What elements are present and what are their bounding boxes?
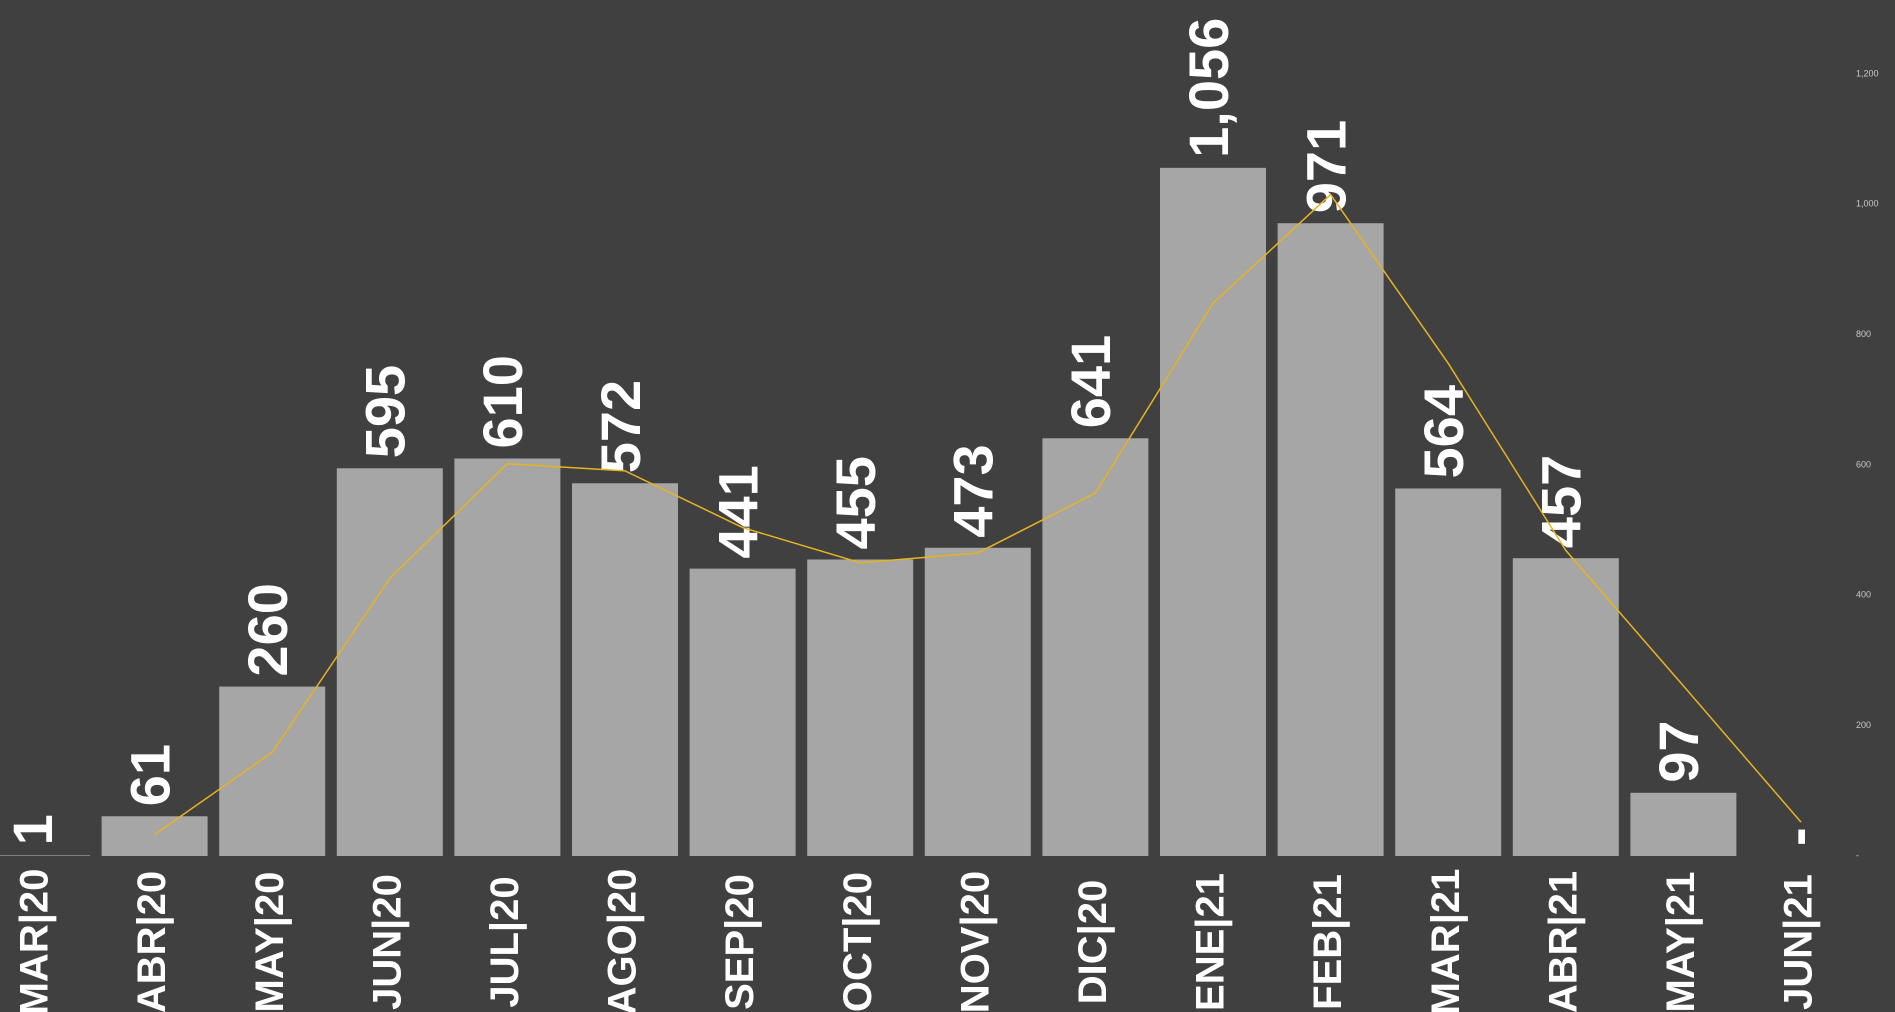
y-tick-label: 600 (1856, 459, 1871, 469)
bar (689, 568, 796, 856)
x-tick-label: JUL|20 (483, 876, 527, 1007)
x-tick-label: FEB|21 (1306, 874, 1350, 1010)
bar (219, 686, 326, 856)
x-tick-label: MAR|21 (1424, 869, 1468, 1012)
value-label: 97 (1647, 720, 1710, 782)
x-tick-label: ENE|21 (1189, 873, 1233, 1011)
bar (1160, 167, 1266, 857)
bar (1630, 792, 1737, 856)
y-tick-label: - (1856, 850, 1859, 860)
value-label: 641 (1059, 335, 1122, 428)
value-label: 610 (471, 355, 534, 448)
value-label: 61 (118, 744, 181, 806)
y-tick-label: 800 (1856, 329, 1871, 339)
value-label: 595 (354, 365, 417, 458)
x-tick-label: MAR|20 (13, 869, 57, 1012)
line (154, 193, 1802, 836)
value-label: - (1765, 827, 1828, 846)
bar (1277, 223, 1384, 856)
y-tick-label: 1,200 (1856, 68, 1879, 78)
x-tick-label: DIC|20 (1071, 880, 1115, 1005)
bar (924, 547, 1031, 856)
bar (336, 468, 443, 856)
y-tick-label: 400 (1856, 590, 1871, 600)
value-label: 572 (589, 380, 652, 473)
x-tick-label: JUN|21 (1777, 874, 1821, 1010)
value-label: 473 (942, 444, 1005, 537)
value-label: 1 (1, 814, 64, 845)
bar (0, 855, 90, 856)
bar (1042, 438, 1149, 856)
x-tick-label: OCT|20 (836, 872, 880, 1012)
x-tick-label: JUN|20 (365, 874, 409, 1010)
x-tick-label: ABR|21 (1541, 871, 1585, 1012)
value-label: 1,056 (1177, 18, 1240, 158)
bar (1512, 558, 1619, 856)
value-label: 455 (824, 456, 887, 549)
value-label: 971 (1294, 120, 1357, 213)
bar (572, 483, 678, 856)
value-label: 564 (1412, 385, 1475, 478)
y-tick-label: 1,000 (1856, 199, 1879, 209)
x-tick-label: ABR|20 (130, 871, 174, 1012)
y-tick-label: 200 (1856, 720, 1871, 730)
bar (101, 816, 208, 856)
x-tick-label: SEP|20 (718, 874, 762, 1010)
value-label: 457 (1530, 455, 1593, 548)
x-tick-label: AGO|20 (601, 869, 645, 1012)
x-tick-label: MAY|20 (248, 872, 292, 1012)
value-label: 441 (706, 465, 769, 558)
bar (454, 458, 561, 856)
bar (1395, 488, 1502, 856)
x-tick-label: MAY|21 (1659, 872, 1703, 1012)
bar (807, 559, 914, 856)
value-label: 260 (236, 583, 299, 676)
x-tick-label: NOV|20 (953, 871, 997, 1012)
